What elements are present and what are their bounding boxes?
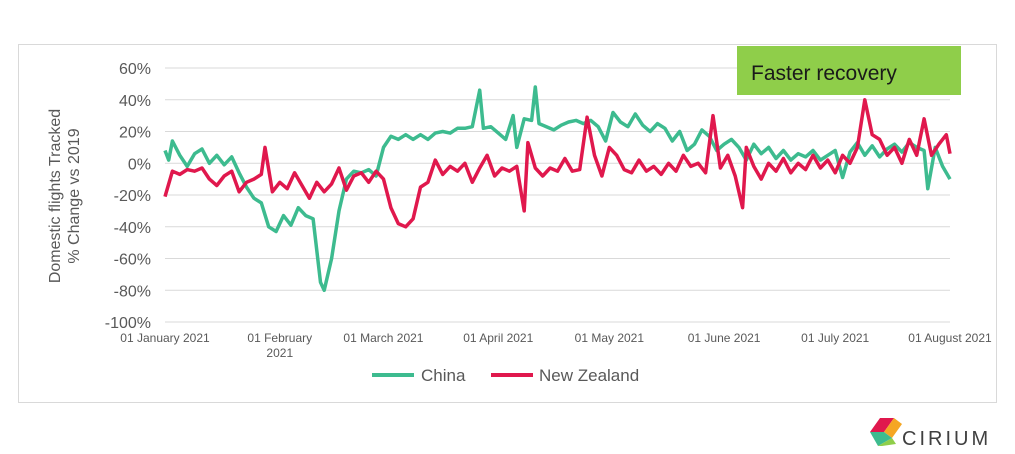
y-axis-label-line: Domestic flights Tracked	[47, 109, 64, 283]
y-tick-label: -40%	[114, 220, 151, 237]
x-tick-label: 01 August 2021	[908, 331, 992, 345]
x-tick-label: 01 April 2021	[463, 331, 533, 345]
series-line-new-zealand	[163, 98, 952, 229]
x-tick-label: 2021	[266, 346, 293, 360]
annotation-box	[737, 46, 961, 95]
x-tick-label: 01 July 2021	[801, 331, 869, 345]
x-tick-label: 01 June 2021	[688, 331, 761, 345]
y-tick-label: 60%	[119, 61, 151, 78]
x-tick-label: 01 May 2021	[575, 331, 645, 345]
y-axis-label: Domestic flights Tracked% Change vs 2019	[47, 109, 83, 283]
series-line-china	[163, 85, 952, 293]
y-tick-labels: 60% 40% 20% 0% -20% -40% -60% -80% -100%	[105, 61, 151, 332]
annotation: Faster recovery	[737, 46, 961, 95]
y-tick-label: -20%	[114, 188, 151, 205]
x-tick-label: 01 January 2021	[120, 331, 210, 345]
chart-frame	[18, 44, 997, 403]
y-axis-label-line: % Change vs 2019	[66, 128, 83, 263]
cirium-wordmark: CIRIUM	[902, 428, 992, 450]
legend: China New Zealand	[372, 366, 639, 385]
y-tick-label: 0%	[128, 156, 151, 173]
cirium-logo	[868, 410, 1008, 446]
y-tick-label: -60%	[114, 252, 151, 269]
cirium-logo-icon	[870, 418, 902, 446]
y-tick-label: -80%	[114, 283, 151, 300]
gridlines	[165, 67, 950, 323]
annotation-text: Faster recovery	[751, 62, 897, 85]
y-tick-label: 40%	[119, 93, 151, 110]
y-tick-label: -100%	[105, 315, 151, 332]
series-lines	[163, 85, 952, 293]
legend-label: New Zealand	[539, 366, 639, 385]
y-tick-label: 20%	[119, 125, 151, 142]
x-tick-label: 01 March 2021	[343, 331, 423, 345]
x-tick-label: 01 February	[247, 331, 312, 345]
legend-label: China	[421, 366, 466, 385]
